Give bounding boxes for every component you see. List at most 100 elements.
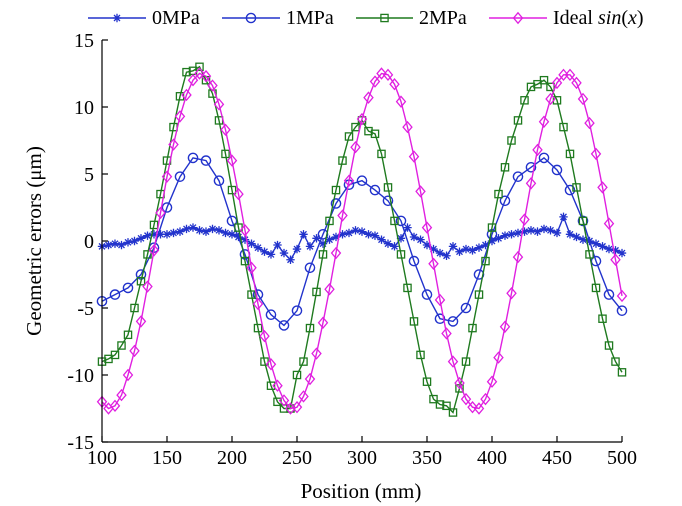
legend-label-sin: sin: [598, 7, 621, 29]
data-point-s3-74: [577, 92, 589, 106]
data-point-s3-61: [493, 351, 504, 364]
data-point-s0-60: [487, 236, 497, 246]
data-point-s3-60: [486, 375, 498, 388]
data-point-s0-68: [539, 224, 549, 234]
series-1mpa: [96, 152, 628, 331]
data-point-s2-34: [318, 250, 328, 259]
legend-marker-0: [112, 13, 122, 23]
data-point-s0-59: [481, 240, 490, 250]
data-point-s2-54: [448, 408, 458, 417]
data-point-s0-8: [149, 230, 159, 239]
data-point-s3-32: [304, 372, 316, 386]
data-point-s2-42: [370, 129, 380, 139]
data-point-s0-54: [448, 242, 458, 251]
data-point-s2-30: [292, 370, 302, 380]
data-point-s3-11: [168, 138, 179, 151]
data-point-s0-67: [533, 227, 542, 236]
data-point-s3-53: [441, 327, 452, 340]
data-point-s0-12: [175, 227, 185, 236]
data-point-s0-57: [468, 246, 477, 255]
data-point-s3-62: [499, 320, 511, 333]
data-point-s2-61: [494, 189, 503, 199]
data-point-s2-79: [611, 357, 620, 366]
data-point-s2-7: [143, 250, 152, 259]
data-point-s2-49: [416, 350, 425, 360]
legend-label-ideal-prefix: Ideal: [553, 7, 598, 29]
data-point-s3-50: [421, 221, 433, 234]
data-point-s0-37: [338, 230, 347, 239]
data-point-s3-59: [480, 392, 491, 406]
data-point-s3-24: [252, 297, 264, 311]
data-point-s2-37: [338, 156, 347, 165]
data-point-s2-15: [195, 62, 204, 72]
data-point-s0-66: [526, 226, 536, 235]
data-point-s3-17: [207, 79, 218, 92]
data-point-s1-35: [551, 164, 563, 176]
data-point-s2-23: [247, 290, 256, 299]
data-point-s2-73: [572, 183, 581, 192]
data-point-s1-37: [577, 215, 589, 227]
data-point-s1-15: [291, 305, 303, 316]
data-point-s2-71: [559, 122, 568, 132]
data-point-s0-45: [390, 242, 399, 251]
data-point-s3-10: [161, 170, 173, 183]
data-point-s2-75: [585, 250, 594, 259]
data-point-s0-19: [221, 228, 230, 238]
y-tick-label-10: 10: [74, 97, 94, 119]
data-point-s3-15: [194, 67, 205, 80]
data-point-s0-77: [598, 242, 607, 251]
data-point-s2-74: [578, 216, 588, 226]
data-point-s1-6: [174, 171, 186, 182]
data-point-s0-18: [214, 226, 224, 235]
data-point-s3-3: [116, 388, 127, 402]
data-point-s3-39: [350, 140, 361, 154]
data-point-s0-70: [552, 228, 562, 238]
data-point-s0-78: [604, 244, 614, 254]
data-point-s2-76: [591, 283, 601, 293]
data-point-s0-58: [474, 243, 484, 252]
data-point-s1-14: [278, 320, 290, 331]
data-point-s0-28: [279, 248, 289, 258]
data-point-s3-68: [538, 115, 550, 128]
data-point-s3-41: [363, 91, 374, 104]
data-point-s0-73: [572, 232, 581, 242]
legend: 0MPa 1MPa 2MPa Ideal sin(x): [88, 7, 644, 29]
data-point-s2-4: [123, 330, 133, 340]
data-point-s3-18: [213, 98, 225, 111]
data-point-s3-30: [291, 400, 303, 414]
data-point-s2-47: [403, 283, 412, 293]
data-point-s0-51: [429, 244, 438, 254]
data-point-s0-5: [130, 236, 139, 246]
y-axis-title: Geometric errors (μm): [22, 146, 46, 336]
data-point-s3-2: [109, 399, 121, 413]
data-point-s0-22: [240, 235, 250, 244]
data-point-s2-6: [136, 276, 146, 286]
data-point-s3-40: [356, 112, 368, 126]
data-point-s2-33: [312, 287, 321, 297]
legend-marker-3: [512, 11, 524, 25]
data-point-s0-63: [507, 230, 516, 239]
data-point-s3-56: [460, 392, 472, 406]
data-point-s0-65: [520, 227, 529, 236]
y-tick-label-15: 15: [74, 30, 94, 52]
data-point-s0-20: [227, 230, 237, 239]
data-point-s1-20: [356, 175, 368, 186]
data-point-s3-45: [389, 78, 400, 91]
data-point-s2-72: [565, 149, 575, 159]
data-point-s0-14: [188, 223, 198, 232]
legend-label-0mpa: 0MPa: [152, 7, 200, 29]
data-point-s0-41: [364, 230, 373, 239]
data-point-s3-33: [311, 347, 322, 360]
data-point-s2-77: [598, 314, 607, 323]
x-tick-label-350: 350: [412, 447, 442, 469]
data-point-s0-6: [136, 234, 146, 243]
data-point-s1-28: [460, 302, 472, 314]
data-point-s1-5: [161, 202, 173, 213]
data-point-s3-7: [142, 280, 153, 293]
data-point-s1-22: [382, 195, 394, 207]
data-point-s0-31: [299, 230, 308, 239]
data-point-s3-38: [343, 174, 355, 187]
data-point-s3-65: [519, 213, 530, 226]
data-point-s2-45: [390, 216, 399, 226]
